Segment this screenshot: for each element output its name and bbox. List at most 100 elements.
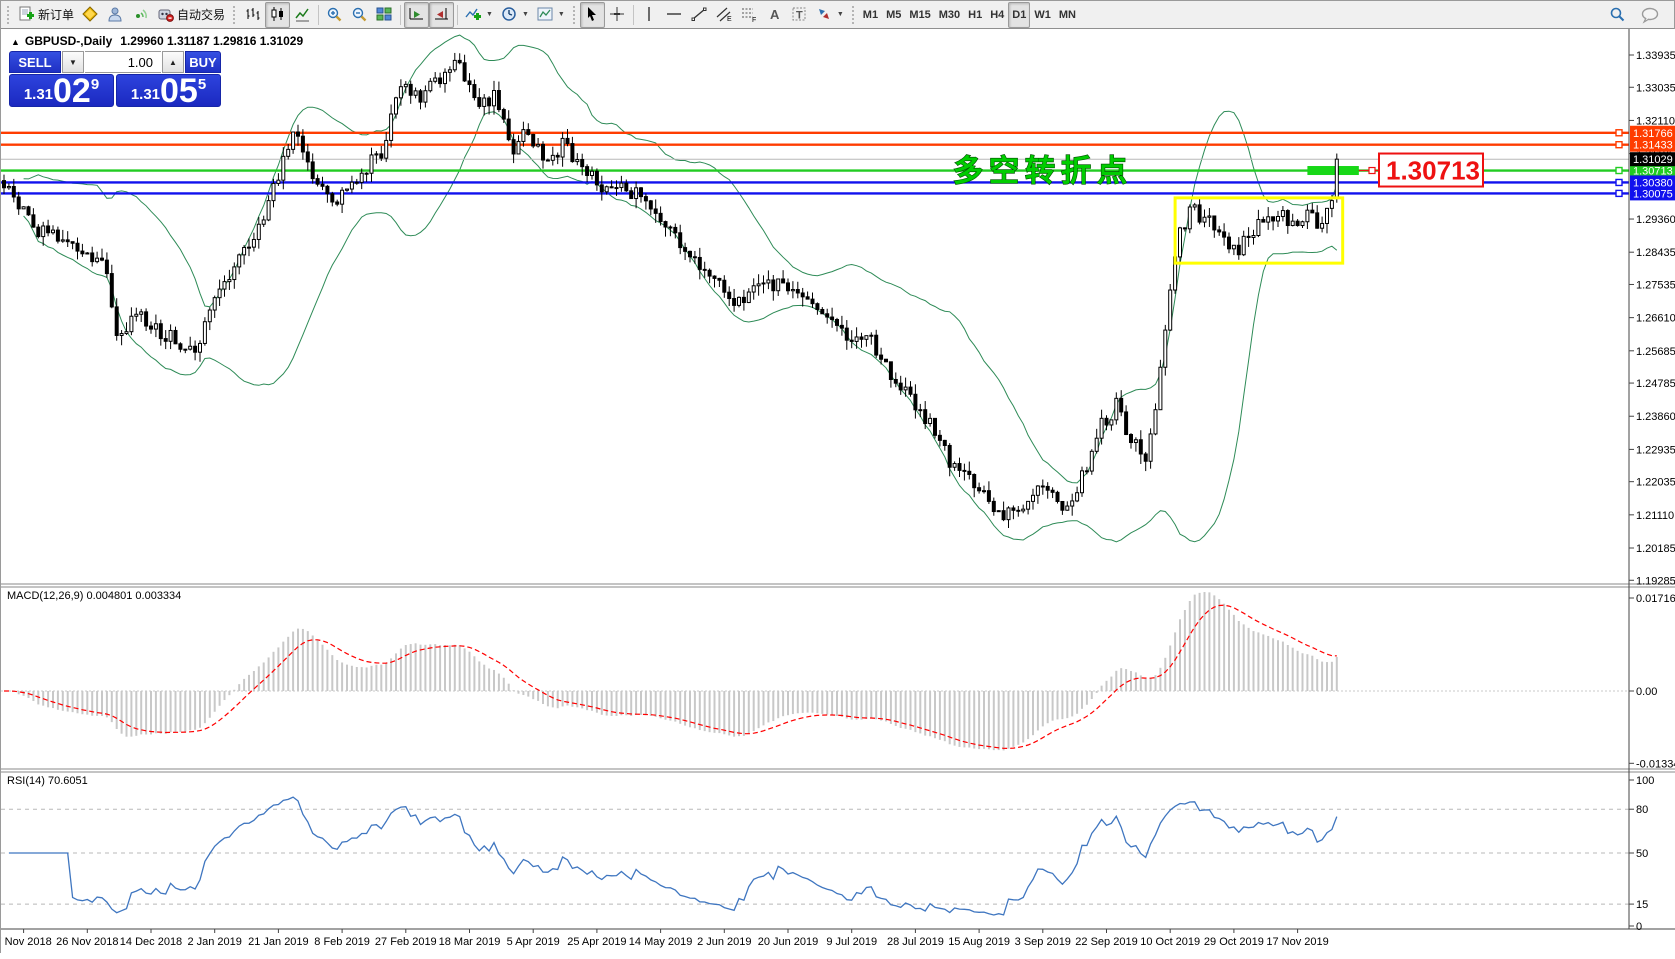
svg-text:1.31766: 1.31766 xyxy=(1633,128,1673,140)
chat-icon xyxy=(1640,6,1660,24)
candle-chart-button[interactable] xyxy=(265,1,291,28)
crosshair-button[interactable] xyxy=(605,2,630,28)
svg-text:0.00: 0.00 xyxy=(1636,686,1657,698)
chat-button[interactable] xyxy=(1636,2,1664,28)
line-handle[interactable] xyxy=(1615,166,1623,175)
annotation-text[interactable]: 多空转折点 xyxy=(952,154,1133,188)
timeframe-label: M30 xyxy=(938,8,961,21)
buy-price-prefix: 1.31 xyxy=(130,86,161,103)
search-button[interactable] xyxy=(1604,2,1630,28)
line-handle[interactable] xyxy=(1615,189,1623,198)
buy-button[interactable]: BUY xyxy=(185,51,221,73)
svg-text:1.26610: 1.26610 xyxy=(1636,313,1675,325)
dropdown-arrow-icon: ▼ xyxy=(486,11,493,18)
trade-panel-collapse-icon[interactable]: ▲ xyxy=(11,37,20,47)
line-chart-button[interactable] xyxy=(290,2,315,28)
svg-text:T: T xyxy=(796,10,803,22)
horizontal-line-button[interactable] xyxy=(662,2,687,28)
timeframe-MN-button[interactable]: MN xyxy=(1055,2,1080,28)
line-handle[interactable] xyxy=(1615,129,1623,137)
hline-icon xyxy=(666,6,683,23)
timeframe-D1-button[interactable]: D1 xyxy=(1008,1,1031,28)
equidistant-channel-button[interactable]: E xyxy=(712,2,737,28)
timeframe-M15-button[interactable]: M15 xyxy=(905,2,934,28)
periods-button[interactable]: ▼ xyxy=(497,2,533,28)
volume-input[interactable] xyxy=(85,51,161,73)
textT-icon: T xyxy=(791,6,808,23)
fibonacci-button[interactable]: F xyxy=(737,2,762,28)
rsi-label: RSI(14) 70.6051 xyxy=(7,775,88,787)
timeframe-M30-button[interactable]: M30 xyxy=(935,2,964,28)
bar-ohlc-values: 1.29960 1.31187 1.29816 1.31029 xyxy=(120,34,304,48)
clock-icon xyxy=(501,6,518,23)
templates-button[interactable]: ▼ xyxy=(533,2,569,28)
price-axis-tag: 1.31433 xyxy=(1630,137,1675,152)
svg-text:15: 15 xyxy=(1636,899,1648,911)
line-handle[interactable] xyxy=(1615,178,1623,187)
svg-text:1.31029: 1.31029 xyxy=(1633,154,1673,166)
timeframe-H4-button[interactable]: H4 xyxy=(986,2,1008,28)
volume-decrease-button[interactable]: ▼ xyxy=(62,51,84,73)
macd-pane-divider[interactable] xyxy=(1,583,1675,588)
market-watch-button[interactable] xyxy=(78,2,103,28)
sell-button[interactable]: SELL xyxy=(9,51,61,73)
svg-text:1.23860: 1.23860 xyxy=(1636,411,1675,423)
svg-text:9 Jul 2019: 9 Jul 2019 xyxy=(826,936,877,948)
vertical-line-button[interactable] xyxy=(637,2,662,28)
zoom-in-button[interactable] xyxy=(322,2,347,28)
tile-windows-button[interactable] xyxy=(372,2,397,28)
macd-signal-line xyxy=(4,604,1337,750)
timeframe-H1-button[interactable]: H1 xyxy=(964,2,986,28)
line-handle[interactable] xyxy=(1615,141,1623,149)
profile-button[interactable] xyxy=(103,2,128,28)
svg-text:1.27535: 1.27535 xyxy=(1636,279,1675,291)
buy-price-button[interactable]: 1.31 05 5 xyxy=(116,72,221,110)
chart-shift-button[interactable] xyxy=(429,1,455,28)
highlight-rectangle[interactable] xyxy=(1173,196,1345,265)
text-button[interactable]: A xyxy=(762,2,787,28)
svg-text:29 Oct 2019: 29 Oct 2019 xyxy=(1204,936,1264,948)
toolbar-right-icons xyxy=(1604,2,1672,28)
svg-text:10 Oct 2019: 10 Oct 2019 xyxy=(1140,936,1200,948)
time-axis[interactable]: 7 Nov 2018 26 Nov 2018 14 Dec 2018 2 Jan 20… xyxy=(0,929,1329,948)
chart-canvas[interactable]: 多空转折点 1.30713 MACD(12,26,9) 0.004801 0.003… xyxy=(0,29,1675,954)
svg-text:1.30713: 1.30713 xyxy=(1386,156,1480,186)
text-label-button[interactable]: T xyxy=(787,2,812,28)
symbol-header: ▲ GBPUSD-,Daily 1.29960 1.31187 1.29816 1.… xyxy=(11,34,303,48)
svg-text:14 Dec 2018: 14 Dec 2018 xyxy=(120,936,182,948)
zoom-out-button[interactable] xyxy=(347,2,372,28)
trendline-button[interactable] xyxy=(687,2,712,28)
shift-icon xyxy=(433,6,450,23)
new-order-button[interactable]: 新订单 xyxy=(14,2,78,28)
svg-text:1.31433: 1.31433 xyxy=(1633,140,1673,152)
auto-scroll-button[interactable] xyxy=(404,1,430,28)
autotrading-button[interactable]: 自动交易 xyxy=(153,2,229,28)
price-axis-tag: 1.31029 xyxy=(1630,152,1675,167)
signal-button[interactable] xyxy=(128,2,153,28)
indicators-button[interactable]: ▼ xyxy=(461,2,497,28)
price-callout[interactable]: 1.30713 xyxy=(1358,152,1484,188)
new-order-icon xyxy=(18,6,35,23)
svg-text:1.32110: 1.32110 xyxy=(1636,115,1675,127)
svg-text:22 Sep 2019: 22 Sep 2019 xyxy=(1075,936,1137,948)
timeframe-W1-button[interactable]: W1 xyxy=(1030,2,1055,28)
sell-price-button[interactable]: 1.31 02 9 xyxy=(9,74,114,108)
price-axis[interactable]: 1.339351.330351.321101.311851.293601.284… xyxy=(1,29,1675,933)
price-axis-tag: 1.31766 xyxy=(1630,125,1675,140)
symbol-name: GBPUSD-,Daily xyxy=(24,34,113,48)
search-icon xyxy=(1608,6,1626,24)
volume-increase-button[interactable]: ▲ xyxy=(162,51,184,73)
arrows-button[interactable]: ▼ xyxy=(812,2,848,28)
rsi-pane-divider[interactable] xyxy=(1,768,1675,773)
buy-price-big: 05 xyxy=(160,72,198,110)
cursor-button[interactable] xyxy=(579,1,605,28)
bar-chart-button[interactable] xyxy=(240,2,265,28)
timeframe-M1-button[interactable]: M1 xyxy=(859,2,882,28)
svg-text:F: F xyxy=(752,17,756,23)
timeframe-M5-button[interactable]: M5 xyxy=(882,2,905,28)
svg-text:A: A xyxy=(770,7,780,22)
zoom-in-icon xyxy=(326,6,343,23)
toolbar-grip xyxy=(232,4,238,25)
rsi-line xyxy=(8,796,1338,916)
highlighted-line-segment[interactable] xyxy=(1307,166,1359,176)
